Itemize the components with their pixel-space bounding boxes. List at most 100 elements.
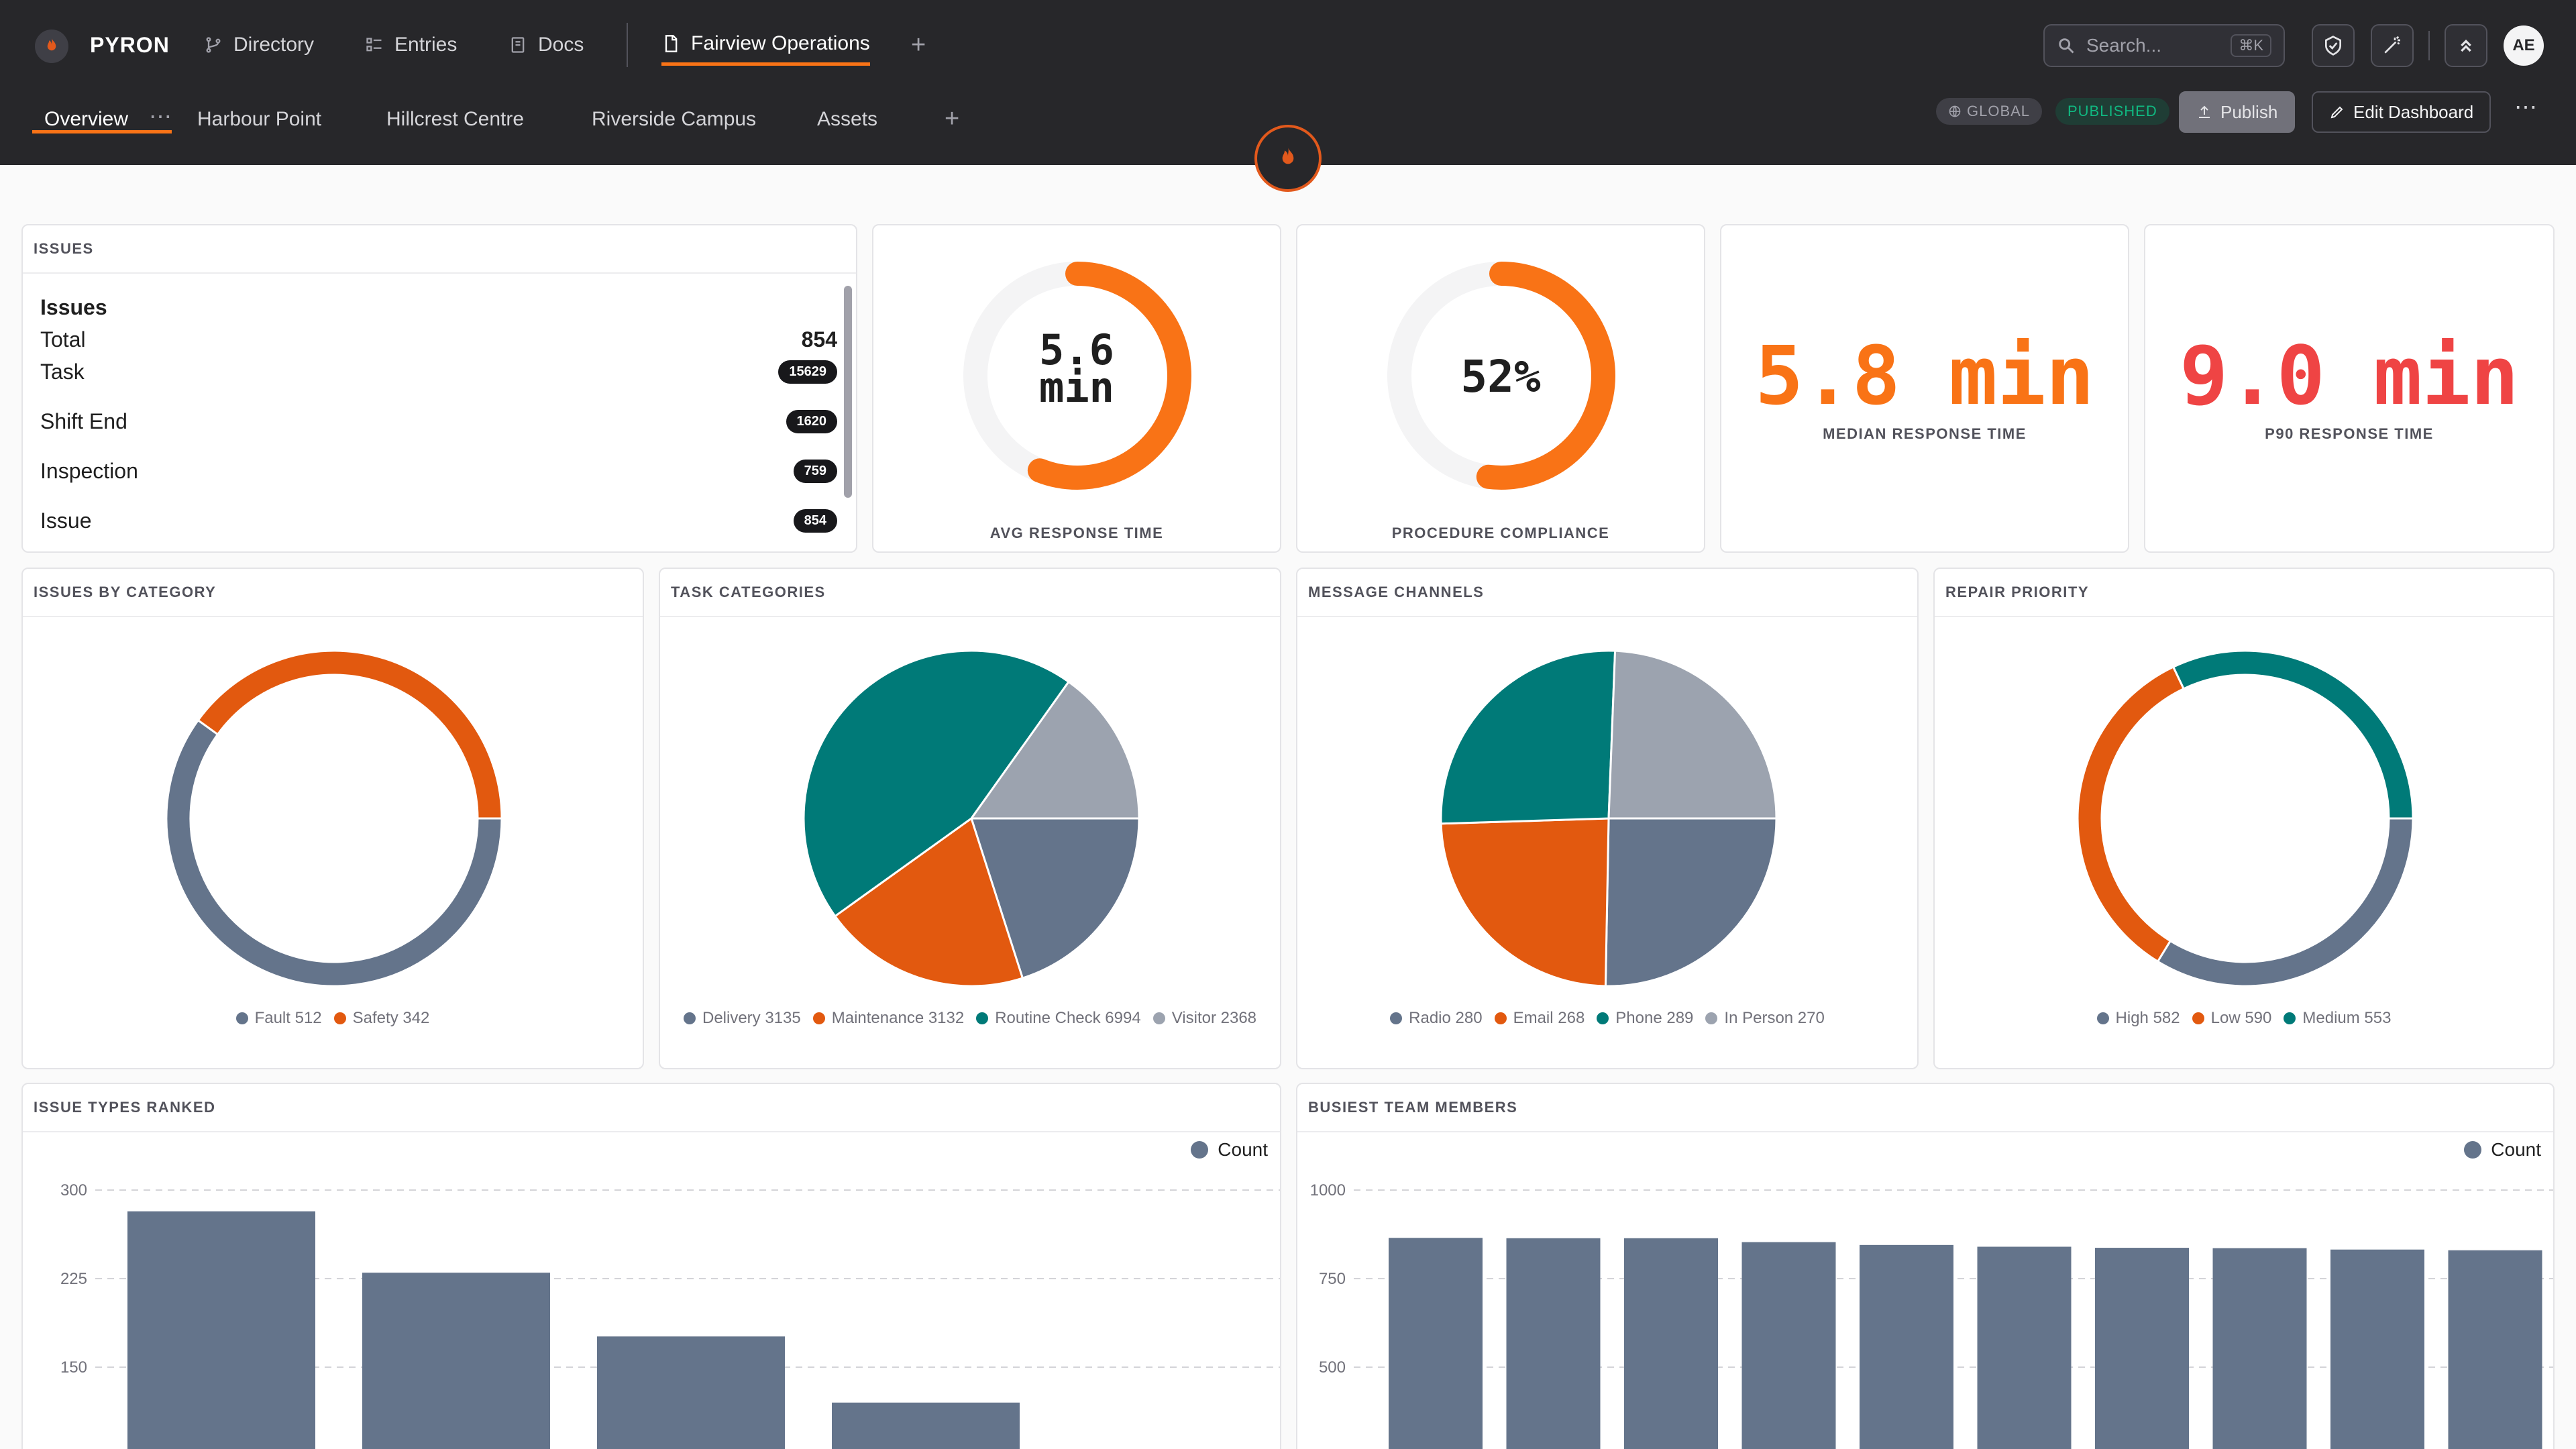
search-input[interactable]: Search... ⌘K [2043,24,2285,67]
legend-item[interactable]: Phone 289 [1597,1009,1693,1028]
nav-docs[interactable]: Docs [508,30,584,60]
card-divider [23,616,643,617]
publish-label: Publish [2220,101,2278,122]
legend-label: Email 268 [1513,1009,1585,1027]
legend-swatch [333,1012,346,1024]
p90-response-card: 9.0 min P90 RESPONSE TIME [2144,224,2555,553]
chart-title: REPAIR PRIORITY [1945,584,2090,600]
bar[interactable] [1741,1242,1836,1449]
main-nav: PYRON Directory Entries Docs Fairview Op… [0,0,2576,90]
legend-item[interactable]: Routine Check 6994 [976,1009,1141,1028]
legend-item[interactable]: Low 590 [2192,1009,2271,1028]
chart-legend: Fault 512 Safety 342 [23,1009,643,1028]
shield-button[interactable] [2312,24,2355,67]
tab-hillcrest-centre[interactable]: Hillcrest Centre [386,108,525,130]
y-tick-label: 75 [69,1447,87,1449]
gauge-label: AVG RESPONSE TIME [989,525,1164,541]
legend-swatch [1494,1012,1507,1024]
pie-slice[interactable] [833,816,1024,987]
publish-button[interactable]: Publish [2179,91,2296,133]
legend-swatch [2096,1012,2109,1024]
gauge-ring [1387,262,1615,490]
list-item[interactable]: Shift End 1620 [40,409,837,434]
legend-item[interactable]: Radio 280 [1390,1009,1483,1028]
list-item[interactable]: Issue 854 [40,508,837,533]
bar[interactable] [2448,1250,2542,1449]
tab-fairview-operations[interactable]: Fairview Operations [661,27,870,66]
nav-entries[interactable]: Entries [365,30,457,60]
bar[interactable] [2095,1248,2189,1449]
legend-label: Radio 280 [1409,1009,1483,1027]
tab-assets[interactable]: Assets [817,108,878,130]
scope-badge[interactable]: GLOBAL [1936,98,2043,125]
pie-slice[interactable] [1440,649,1617,825]
search-placeholder: Search... [2086,35,2162,56]
bar[interactable] [1977,1246,2072,1449]
avg-response-card: 5.6 min AVG RESPONSE TIME [872,224,1281,553]
legend-label: Safety 342 [352,1009,430,1027]
pie-slice[interactable] [1604,817,1778,987]
legend-label: Count [1218,1139,1268,1160]
nav-directory[interactable]: Directory [204,30,314,60]
card-divider [1297,616,1917,617]
scrollbar[interactable] [844,286,852,498]
pie-slice[interactable] [1607,649,1778,820]
pie-slice[interactable] [197,649,503,820]
legend-item[interactable]: Medium 553 [2284,1009,2391,1028]
y-tick-label: 250 [1319,1447,1346,1449]
bar[interactable] [1860,1244,1953,1449]
legend-item[interactable]: Fault 512 [235,1009,322,1028]
bar[interactable] [127,1211,315,1449]
pie-slice[interactable] [2076,665,2186,963]
collapse-button[interactable] [2445,24,2487,67]
legend-item[interactable]: In Person 270 [1705,1009,1825,1028]
edit-dashboard-button[interactable]: Edit Dashboard [2312,91,2491,133]
legend-label: Phone 289 [1615,1009,1694,1027]
legend-item[interactable]: Visitor 2368 [1152,1009,1257,1028]
legend-label: Visitor 2368 [1171,1009,1257,1027]
card-divider [23,1131,1280,1132]
bar[interactable] [2212,1248,2307,1449]
pie-slice[interactable] [802,649,1071,918]
bar[interactable] [832,1402,1020,1449]
center-flame-logo-icon[interactable] [1254,125,1322,192]
pie-slice[interactable] [2156,817,2414,987]
bar[interactable] [362,1273,550,1449]
bar[interactable] [597,1336,785,1449]
avatar[interactable]: AE [2504,25,2544,66]
add-dashboard-button[interactable]: + [945,105,960,133]
legend-item[interactable]: Delivery 3135 [683,1009,801,1028]
pie-slice[interactable] [969,817,1140,979]
pie-slice[interactable] [165,718,503,987]
bar[interactable] [1506,1238,1601,1449]
legend-item[interactable]: High 582 [2096,1009,2180,1028]
globe-icon [1949,105,1961,117]
more-options-icon[interactable]: ⋯ [2514,95,2537,120]
y-tick-label: 1000 [1310,1181,1346,1199]
bar[interactable] [1389,1238,1483,1449]
tab-riverside-campus[interactable]: Riverside Campus [592,108,757,130]
list-item[interactable]: Inspection 759 [40,459,837,484]
nav-divider [627,23,628,67]
chart-title: ISSUES BY CATEGORY [34,584,217,600]
count-badge: 854 [793,509,837,533]
flame-logo-icon[interactable] [35,30,68,63]
chart-legend: Count [2464,1139,2541,1161]
bar[interactable] [2330,1249,2424,1449]
pie-slice[interactable] [2171,649,2414,820]
issues-heading: Issues [40,295,837,320]
pie-slice[interactable] [969,680,1140,820]
tab-options-icon[interactable]: ⋯ [149,104,172,129]
tab-harbour-point[interactable]: Harbour Point [197,108,322,130]
legend-item[interactable]: Email 268 [1494,1009,1585,1028]
bar[interactable] [1624,1238,1718,1449]
tab-overview[interactable]: Overview [44,108,129,130]
pie-slice[interactable] [1440,817,1610,987]
gauge-fill [963,262,1191,490]
list-item[interactable]: Task 15629 [40,360,837,384]
magic-wand-button[interactable] [2371,24,2414,67]
legend-swatch [683,1012,696,1024]
legend-item[interactable]: Safety 342 [333,1009,430,1028]
legend-item[interactable]: Maintenance 3132 [812,1009,964,1028]
add-tab-button[interactable]: + [911,31,926,59]
